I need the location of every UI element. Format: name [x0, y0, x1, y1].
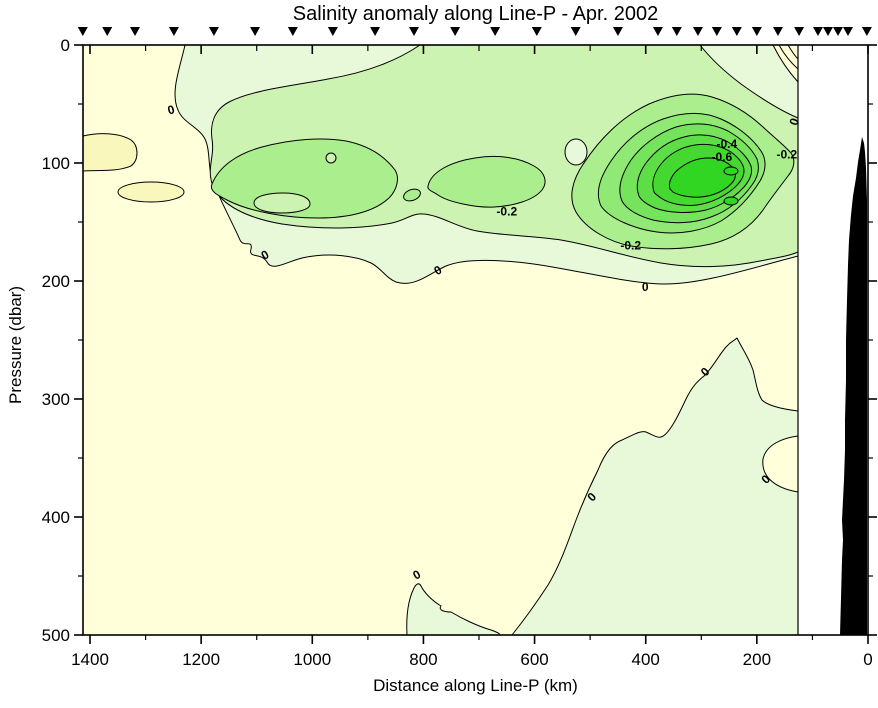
zero-contour-region-lower	[511, 337, 799, 636]
station-marker-icon	[450, 27, 461, 36]
corner-contour-line-1	[778, 44, 799, 70]
station-marker-icon	[832, 27, 843, 36]
neg01-hole-west	[253, 192, 311, 214]
x-tick-label: 600	[520, 650, 548, 669]
contour-label: -0.2	[777, 148, 798, 162]
contour-label: 0	[166, 102, 176, 117]
station-marker-icon	[168, 27, 179, 36]
y-tick-label: 400	[42, 508, 70, 527]
positive-enclave-right	[762, 435, 799, 493]
neg02-blob-mid-tail	[403, 188, 421, 202]
contour-label: 0	[786, 116, 802, 127]
station-marker-icon	[671, 27, 682, 36]
contour-label: -0.4	[717, 137, 738, 151]
seafloor-silhouette	[840, 137, 867, 635]
station-marker-icon	[692, 27, 703, 36]
station-marker-icon	[652, 27, 663, 36]
positive-blob-west-2	[117, 181, 185, 203]
station-marker-icon	[287, 27, 298, 36]
station-marker-icon	[208, 27, 219, 36]
y-tick-label: 300	[42, 390, 70, 409]
contour-label: -0.2	[496, 204, 517, 218]
station-marker-icon	[130, 27, 141, 36]
station-marker-icon	[250, 27, 261, 36]
x-axis-title: Distance along Line-P (km)	[373, 676, 578, 695]
bullseye-core-spot-a	[723, 166, 739, 176]
contour-label: -0.6	[712, 150, 733, 164]
x-tick-label: 0	[863, 650, 872, 669]
station-marker-icon	[370, 27, 381, 36]
zero-hole-in-band	[564, 138, 588, 166]
neg02-blob-mid	[427, 155, 546, 208]
y-tick-label: 0	[61, 36, 70, 55]
station-marker-icon	[861, 27, 872, 36]
y-tick-label: 200	[42, 272, 70, 291]
station-marker-icon	[751, 27, 762, 36]
bullseye-core-spot-b	[723, 196, 739, 206]
station-marker-icon	[822, 27, 833, 36]
station-marker-icon	[570, 27, 581, 36]
contour-label: 0	[642, 280, 649, 294]
station-marker-icon	[531, 27, 542, 36]
x-tick-label: 800	[409, 650, 437, 669]
contour-label: -0.2	[620, 239, 641, 253]
x-tick-label: 1400	[71, 650, 109, 669]
station-marker-icon	[327, 27, 338, 36]
station-marker-icon	[490, 27, 501, 36]
station-marker-icon	[102, 27, 113, 36]
neg01-hole-dot	[325, 152, 337, 164]
station-marker-icon	[842, 27, 853, 36]
positive-blob-west-1	[82, 133, 138, 172]
station-marker-icon	[612, 27, 623, 36]
y-tick-label: 100	[42, 154, 70, 173]
y-axis-title: Pressure (dbar)	[6, 285, 25, 404]
x-tick-label: 1200	[182, 650, 220, 669]
station-marker-icon	[77, 27, 88, 36]
x-tick-label: 400	[632, 650, 660, 669]
zero-contour-mound-bottom	[406, 583, 501, 636]
station-marker-icon	[794, 27, 805, 36]
chart-title: Salinity anomaly along Line-P - Apr. 200…	[292, 3, 659, 25]
corner-contour-line-2	[787, 44, 799, 60]
station-marker-icon	[772, 27, 783, 36]
station-marker-icon	[812, 27, 823, 36]
station-marker-icon	[731, 27, 742, 36]
station-marker-icon	[711, 27, 722, 36]
x-tick-label: 200	[743, 650, 771, 669]
x-tick-label: 1000	[293, 650, 331, 669]
station-marker-icon	[408, 27, 419, 36]
y-tick-label: 500	[42, 626, 70, 645]
